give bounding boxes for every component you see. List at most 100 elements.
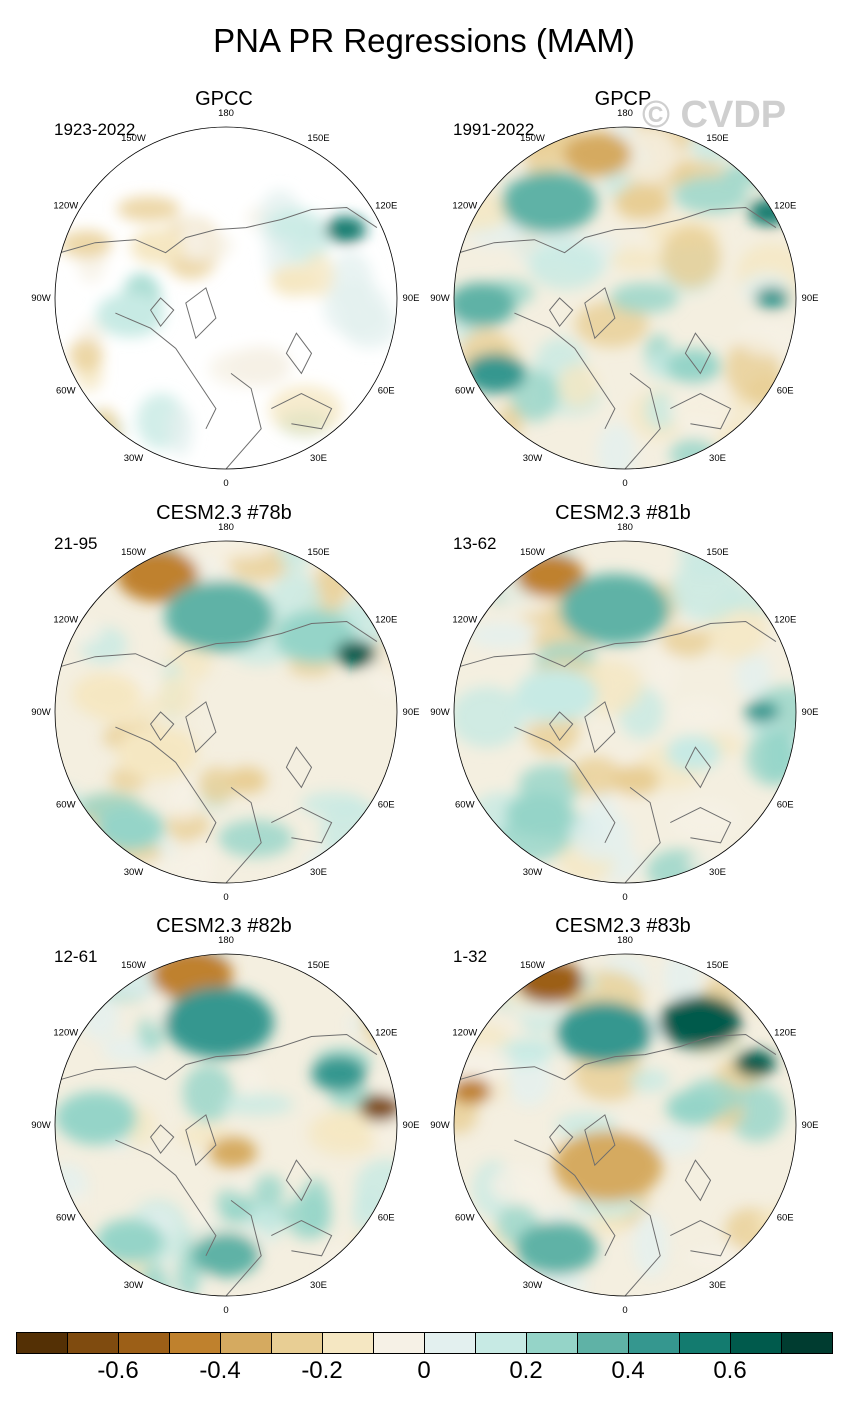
field-patch bbox=[168, 404, 193, 457]
field-patch bbox=[769, 574, 796, 603]
longitude-label: 180 bbox=[218, 935, 234, 946]
longitude-label: 0 bbox=[622, 1305, 627, 1316]
colorbar-tick-label: 0.2 bbox=[509, 1357, 543, 1384]
colorbar-tick-label: -0.6 bbox=[97, 1357, 139, 1384]
field-patch bbox=[361, 993, 397, 1048]
field-patch bbox=[320, 802, 396, 862]
panel-period: 21-95 bbox=[54, 534, 98, 553]
field-patch bbox=[660, 624, 713, 657]
map-panel: GPCP 180 150E 120E 90E 60E 30E 0 30W 60W 90W 120W 15… bbox=[430, 88, 848, 489]
longitude-label: 120W bbox=[53, 201, 78, 212]
field-patch bbox=[361, 954, 397, 990]
colorbar-box bbox=[628, 1332, 680, 1354]
longitude-label: 150E bbox=[307, 547, 329, 558]
longitude-label: 30W bbox=[523, 453, 543, 464]
longitude-label: 90W bbox=[430, 1120, 450, 1131]
longitude-label: 150W bbox=[520, 547, 545, 558]
colorbar-box bbox=[475, 1332, 527, 1354]
longitude-label: 30E bbox=[709, 1280, 726, 1291]
field-patch bbox=[673, 175, 749, 214]
longitude-label: 60E bbox=[777, 386, 794, 397]
panel-title: GPCP bbox=[594, 88, 652, 110]
longitude-label: 60W bbox=[56, 386, 76, 397]
longitude-label: 60W bbox=[455, 1213, 475, 1224]
field-patch bbox=[339, 860, 382, 881]
coastline bbox=[59, 620, 378, 883]
field-patch bbox=[669, 698, 727, 731]
map-panel: CESM2.3 #81b 180 150E 120E 90E 60E 30E 0 30W 60W 9… bbox=[430, 502, 848, 903]
field-patch bbox=[365, 846, 397, 872]
field-patch bbox=[728, 1084, 786, 1142]
field-patch bbox=[619, 127, 679, 184]
colorbar-box bbox=[322, 1332, 374, 1354]
polar-map: 180 150E 120E 90E 60E 30E 0 30W 60W 90W 120W 150W bbox=[31, 522, 419, 903]
panel-title: CESM2.3 #81b bbox=[555, 502, 691, 524]
colorbar-box bbox=[424, 1332, 476, 1354]
longitude-label: 30W bbox=[124, 1280, 144, 1291]
field-patch bbox=[362, 541, 397, 561]
field-patch bbox=[528, 240, 604, 290]
field-patch bbox=[58, 572, 85, 606]
coastline bbox=[458, 620, 777, 883]
field-patch bbox=[380, 1228, 397, 1273]
longitude-label: 30W bbox=[124, 867, 144, 878]
coastline bbox=[458, 1033, 777, 1296]
field-patch bbox=[761, 728, 795, 784]
field-patch bbox=[740, 1264, 776, 1296]
anomaly-blob bbox=[454, 282, 516, 328]
field-patch bbox=[570, 809, 632, 862]
field-patch bbox=[476, 962, 512, 993]
field-patch bbox=[454, 686, 525, 748]
longitude-label: 150E bbox=[307, 960, 329, 971]
anomaly-blob bbox=[666, 1090, 721, 1126]
colorbar-box bbox=[730, 1332, 782, 1354]
longitude-label: 0 bbox=[622, 892, 627, 903]
longitude-label: 30W bbox=[523, 867, 543, 878]
anomaly-blob bbox=[515, 668, 598, 722]
field-patch bbox=[669, 559, 744, 622]
longitude-label: 180 bbox=[617, 522, 633, 533]
longitude-label: 90W bbox=[430, 293, 450, 304]
anomaly-blob bbox=[560, 573, 670, 645]
longitude-label: 120E bbox=[375, 201, 397, 212]
longitude-label: 90E bbox=[802, 707, 819, 718]
colorbar-box bbox=[679, 1332, 731, 1354]
longitude-label: 150W bbox=[121, 547, 146, 558]
watermark: © CVDP bbox=[642, 94, 787, 136]
anomaly-blob bbox=[666, 348, 721, 385]
anomaly-blob bbox=[505, 792, 574, 837]
field-patch bbox=[198, 766, 235, 805]
anomaly-blob bbox=[666, 735, 721, 771]
colorbar-box bbox=[526, 1332, 578, 1354]
polar-map: 180 150E 120E 90E 60E 30E 0 30W 60W 90W 120W 150W bbox=[31, 108, 419, 489]
field-patch bbox=[55, 823, 80, 853]
anomaly-blob bbox=[96, 806, 165, 851]
longitude-label: 180 bbox=[218, 522, 234, 533]
colorbar-box bbox=[67, 1332, 119, 1354]
longitude-label: 90E bbox=[403, 293, 420, 304]
longitude-label: 90E bbox=[403, 707, 420, 718]
field-patch bbox=[59, 230, 113, 259]
anomaly-blob bbox=[164, 580, 274, 652]
field-patch bbox=[352, 541, 395, 580]
longitude-label: 180 bbox=[617, 935, 633, 946]
panel-period: 12-61 bbox=[54, 947, 98, 966]
field-patch bbox=[454, 550, 498, 592]
panel-title: CESM2.3 #82b bbox=[156, 915, 292, 937]
field-patch bbox=[628, 1068, 670, 1092]
anomaly-blob bbox=[116, 726, 199, 780]
field-patch bbox=[184, 837, 217, 883]
field-patch bbox=[574, 301, 649, 348]
longitude-label: 60W bbox=[455, 800, 475, 811]
longitude-label: 150W bbox=[520, 960, 545, 971]
longitude-label: 60E bbox=[777, 800, 794, 811]
field-patch bbox=[300, 1177, 331, 1235]
longitude-label: 90E bbox=[802, 293, 819, 304]
longitude-label: 120E bbox=[774, 201, 796, 212]
anomaly-blob bbox=[464, 353, 526, 394]
anomaly-blob bbox=[72, 672, 141, 718]
field-patch bbox=[454, 1043, 512, 1085]
longitude-label: 60W bbox=[455, 386, 475, 397]
anomaly-blob bbox=[96, 292, 165, 338]
polar-map: 180 150E 120E 90E 60E 30E 0 30W 60W 90W 120W 150W bbox=[430, 935, 818, 1316]
